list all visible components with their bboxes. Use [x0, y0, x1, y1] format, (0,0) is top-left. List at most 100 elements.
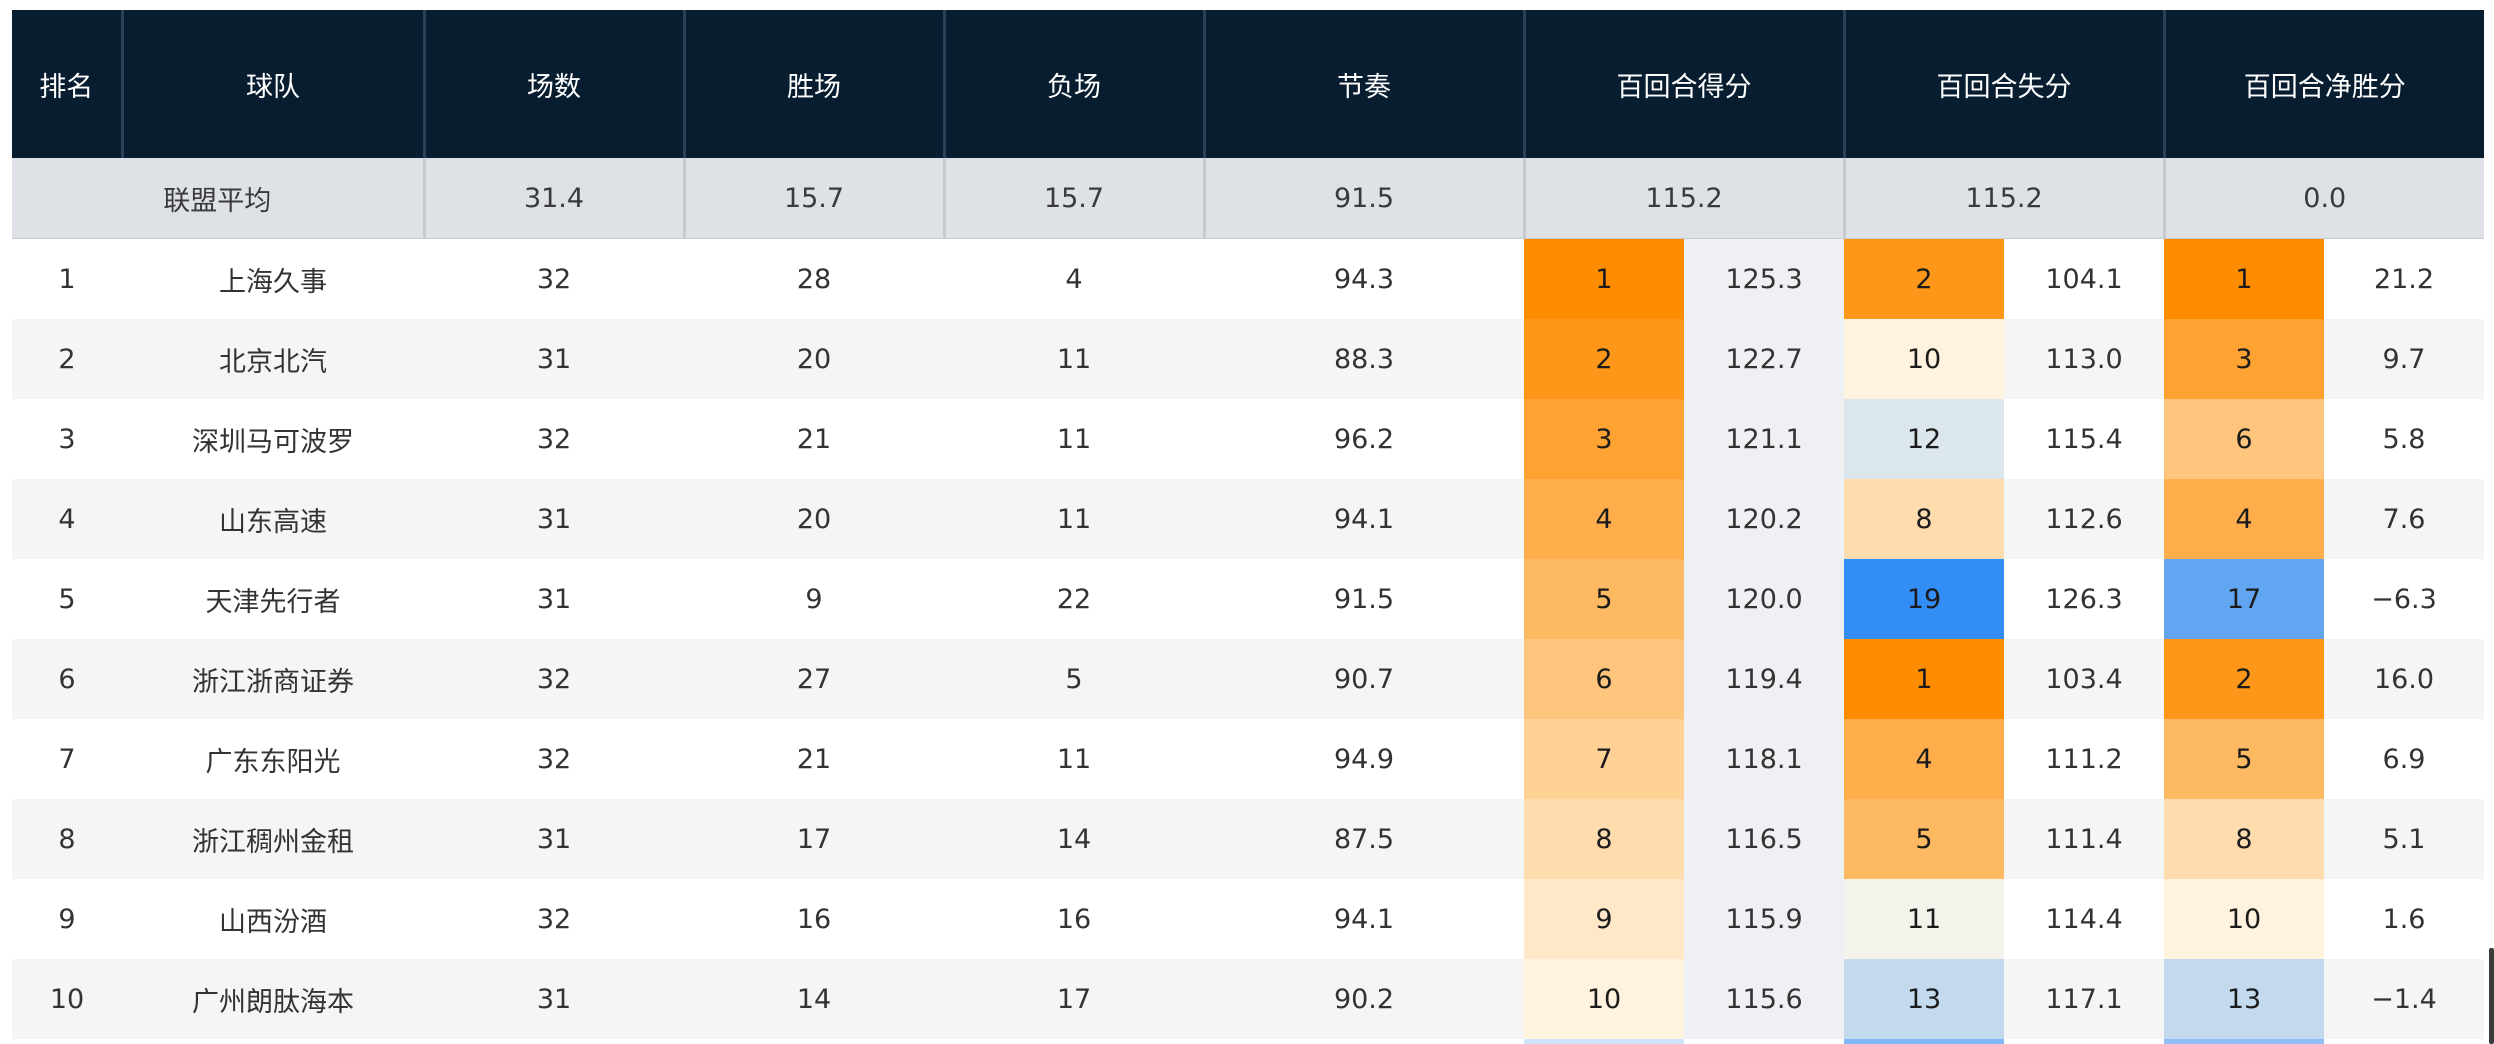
- wins-cell: 21: [684, 399, 944, 479]
- defensive-rating-cell: 113.0: [2004, 319, 2164, 399]
- offensive-rank-cell: 1: [1524, 238, 1684, 319]
- net-rank-cell: 3: [2164, 319, 2324, 399]
- defensive-rank-cell: 13: [1844, 959, 2004, 1039]
- team-name-cell: 广州朗肽海本: [122, 959, 424, 1039]
- vertical-scrollbar[interactable]: [2489, 948, 2494, 1044]
- league-average-pace: 91.5: [1202, 158, 1524, 239]
- net-rating-cell: 21.2: [2324, 238, 2484, 319]
- partial-next-row: [12, 1039, 2484, 1044]
- table-row[interactable]: 4 山东高速 31 20 11 94.1 4 120.2 8 112.6 4 7…: [12, 479, 2484, 559]
- games-cell: 31: [424, 319, 684, 399]
- games-cell: 32: [424, 399, 684, 479]
- rank-cell: 7: [12, 719, 122, 799]
- league-average-games: 31.4: [422, 158, 684, 239]
- defensive-rank-cell: 5: [1844, 799, 2004, 879]
- defensive-rank-cell: 1: [1844, 639, 2004, 719]
- pace-cell: 91.5: [1204, 559, 1524, 639]
- col-header-net-rating[interactable]: 百回合净胜分: [2162, 10, 2484, 158]
- col-header-pace[interactable]: 节奏: [1202, 10, 1524, 158]
- league-average-row: 联盟平均 31.4 15.7 15.7 91.5 115.2 115.2 0.0: [12, 158, 2484, 239]
- table-row[interactable]: 2 北京北汽 31 20 11 88.3 2 122.7 10 113.0 3 …: [12, 319, 2484, 399]
- table-row[interactable]: 9 山西汾酒 32 16 16 94.1 9 115.9 11 114.4 10…: [12, 879, 2484, 959]
- table-row[interactable]: 5 天津先行者 31 9 22 91.5 5 120.0 19 126.3 17…: [12, 559, 2484, 639]
- offensive-rating-cell: 120.2: [1684, 479, 1844, 559]
- defensive-rating-cell: 117.1: [2004, 959, 2164, 1039]
- offensive-rank-cell: 4: [1524, 479, 1684, 559]
- wins-cell: 9: [684, 559, 944, 639]
- table-row[interactable]: 3 深圳马可波罗 32 21 11 96.2 3 121.1 12 115.4 …: [12, 399, 2484, 479]
- net-rating-cell: 16.0: [2324, 639, 2484, 719]
- col-header-games[interactable]: 场数: [422, 10, 684, 158]
- league-average-net-rating: 0.0: [2162, 158, 2484, 239]
- pace-cell: 94.9: [1204, 719, 1524, 799]
- partial-heat-cell: [2164, 1039, 2324, 1044]
- pace-cell: 88.3: [1204, 319, 1524, 399]
- losses-cell: 11: [944, 719, 1204, 799]
- pace-cell: 94.1: [1204, 879, 1524, 959]
- pace-cell: 94.1: [1204, 479, 1524, 559]
- losses-cell: 14: [944, 799, 1204, 879]
- defensive-rating-cell: 111.4: [2004, 799, 2164, 879]
- col-header-wins[interactable]: 胜场: [682, 10, 944, 158]
- games-cell: 32: [424, 879, 684, 959]
- table-row[interactable]: 10 广州朗肽海本 31 14 17 90.2 10 115.6 13 117.…: [12, 959, 2484, 1039]
- losses-cell: 22: [944, 559, 1204, 639]
- net-rank-cell: 10: [2164, 879, 2324, 959]
- offensive-rank-cell: 8: [1524, 799, 1684, 879]
- table-row[interactable]: 1 上海久事 32 28 4 94.3 1 125.3 2 104.1 1 21…: [12, 238, 2484, 319]
- net-rank-cell: 6: [2164, 399, 2324, 479]
- table-row[interactable]: 7 广东东阳光 32 21 11 94.9 7 118.1 4 111.2 5 …: [12, 719, 2484, 799]
- defensive-rank-cell: 10: [1844, 319, 2004, 399]
- rank-cell: 9: [12, 879, 122, 959]
- team-name-cell: 浙江浙商证券: [122, 639, 424, 719]
- games-cell: 31: [424, 559, 684, 639]
- pace-cell: 90.7: [1204, 639, 1524, 719]
- col-header-defensive-rating[interactable]: 百回合失分: [1842, 10, 2164, 158]
- offensive-rank-cell: 5: [1524, 559, 1684, 639]
- partial-heat-cell: [1844, 1039, 2004, 1044]
- offensive-rank-cell: 3: [1524, 399, 1684, 479]
- net-rating-cell: 1.6: [2324, 879, 2484, 959]
- losses-cell: 16: [944, 879, 1204, 959]
- league-average-wins: 15.7: [682, 158, 944, 239]
- col-header-rank[interactable]: 排名: [12, 10, 122, 158]
- offensive-rating-cell: 125.3: [1684, 238, 1844, 319]
- col-header-offensive-rating[interactable]: 百回合得分: [1522, 10, 1844, 158]
- rank-cell: 6: [12, 639, 122, 719]
- net-rating-cell: −6.3: [2324, 559, 2484, 639]
- defensive-rating-cell: 112.6: [2004, 479, 2164, 559]
- wins-cell: 17: [684, 799, 944, 879]
- net-rank-cell: 13: [2164, 959, 2324, 1039]
- team-name-cell: 山西汾酒: [122, 879, 424, 959]
- team-name-cell: 浙江稠州金租: [122, 799, 424, 879]
- table-row[interactable]: 6 浙江浙商证券 32 27 5 90.7 6 119.4 1 103.4 2 …: [12, 639, 2484, 719]
- net-rating-cell: −1.4: [2324, 959, 2484, 1039]
- league-average-label: 联盟平均: [12, 158, 424, 239]
- offensive-rating-cell: 115.9: [1684, 879, 1844, 959]
- losses-cell: 11: [944, 319, 1204, 399]
- rank-cell: 2: [12, 319, 122, 399]
- table-row[interactable]: 8 浙江稠州金租 31 17 14 87.5 8 116.5 5 111.4 8…: [12, 799, 2484, 879]
- offensive-rating-cell: 118.1: [1684, 719, 1844, 799]
- wins-cell: 20: [684, 479, 944, 559]
- rank-cell: 4: [12, 479, 122, 559]
- defensive-rank-cell: 8: [1844, 479, 2004, 559]
- offensive-rating-cell: 120.0: [1684, 559, 1844, 639]
- col-header-team[interactable]: 球队: [120, 10, 424, 158]
- col-header-losses[interactable]: 负场: [942, 10, 1204, 158]
- losses-cell: 17: [944, 959, 1204, 1039]
- games-cell: 31: [424, 479, 684, 559]
- league-average-offensive-rating: 115.2: [1522, 158, 1844, 239]
- losses-cell: 11: [944, 399, 1204, 479]
- defensive-rating-cell: 126.3: [2004, 559, 2164, 639]
- net-rating-cell: 5.8: [2324, 399, 2484, 479]
- header-row: 排名 球队 场数 胜场 负场 节奏 百回合得分 百回合失分 百回合净胜分: [12, 10, 2484, 158]
- net-rating-cell: 7.6: [2324, 479, 2484, 559]
- losses-cell: 11: [944, 479, 1204, 559]
- games-cell: 32: [424, 719, 684, 799]
- games-cell: 32: [424, 639, 684, 719]
- games-cell: 31: [424, 799, 684, 879]
- team-name-cell: 深圳马可波罗: [122, 399, 424, 479]
- wins-cell: 21: [684, 719, 944, 799]
